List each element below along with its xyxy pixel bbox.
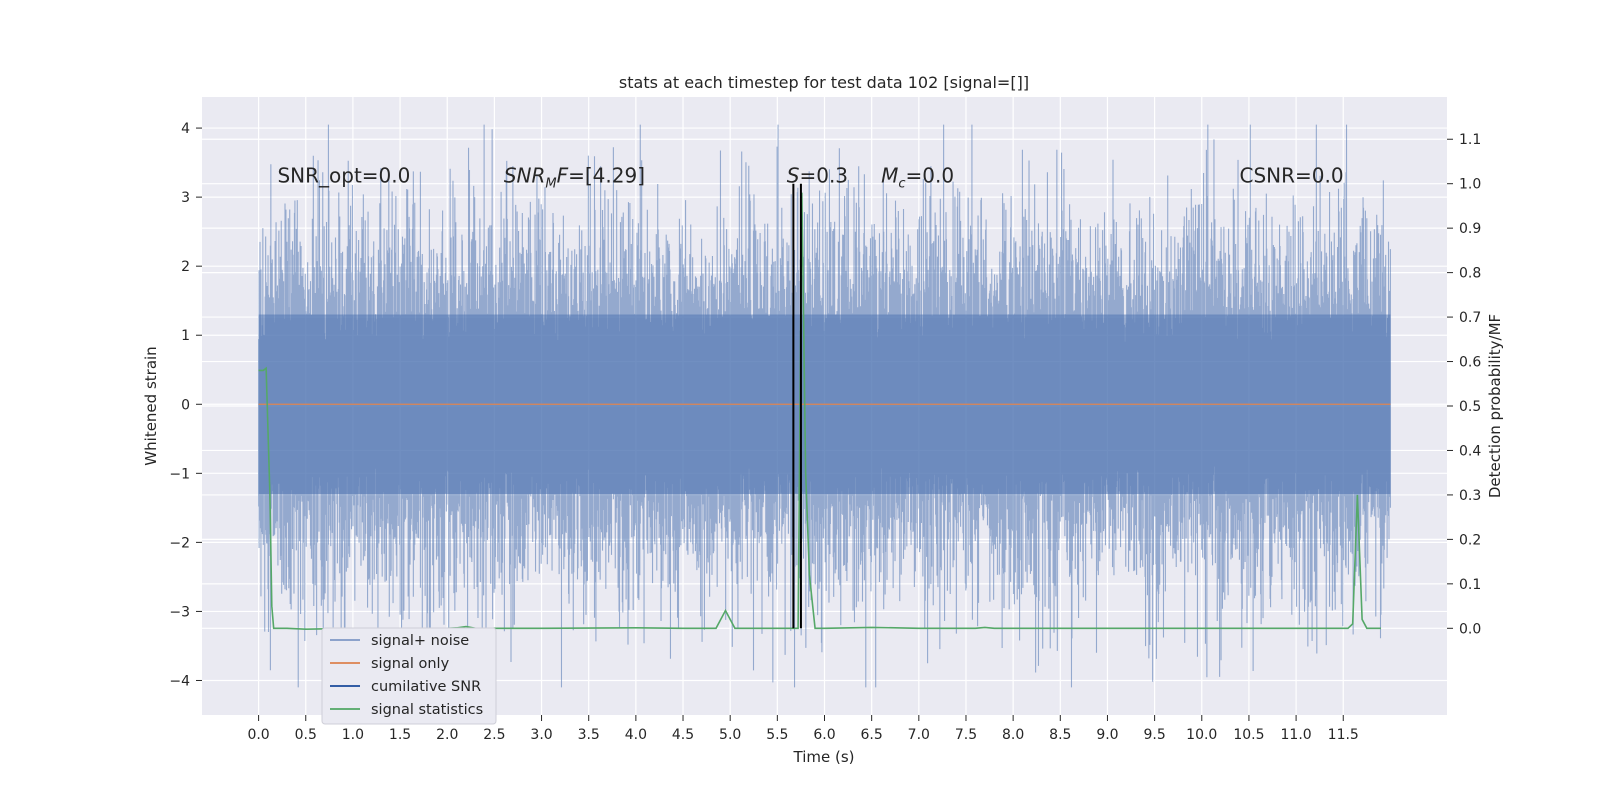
x-tick-label: 5.0	[719, 727, 741, 743]
legend-label: signal+ noise	[371, 633, 469, 649]
annotation-value: =0.0	[906, 164, 955, 188]
y-right-tick-label: 0.2	[1459, 532, 1481, 548]
annotation-value: =0.3	[799, 164, 848, 188]
x-tick-label: 8.0	[1002, 727, 1024, 743]
x-tick-label: 5.5	[766, 727, 788, 743]
y-left-tick-label: 4	[181, 121, 190, 137]
x-tick-label: 1.5	[389, 727, 411, 743]
y-right-tick-label: 0.9	[1459, 221, 1481, 237]
annotation-subscript: c	[898, 177, 905, 192]
x-tick-label: 10.5	[1233, 727, 1264, 743]
y-right-axis-ticks: 0.0 0.1 0.2 0.3 0.4 0.5 0.6 0.7 0.8 0.9 1.0 1.1	[1447, 132, 1481, 637]
x-tick-label: 2.0	[436, 727, 458, 743]
y-left-tick-label: −4	[169, 673, 190, 689]
y-right-tick-label: 0.6	[1459, 355, 1481, 371]
x-tick-label: 6.0	[813, 727, 835, 743]
x-tick-label: 9.0	[1096, 727, 1118, 743]
legend-box	[321, 627, 497, 725]
legend-label: cumilative SNR	[371, 679, 481, 695]
x-tick-label: 3.0	[530, 727, 552, 743]
y-right-tick-label: 0.4	[1459, 443, 1481, 459]
x-tick-label: 0.0	[247, 727, 269, 743]
annotation-value: =[4.29]	[568, 164, 645, 188]
y-right-tick-label: 1.1	[1459, 132, 1481, 148]
chart-title: stats at each timestep for test data 102…	[619, 73, 1029, 92]
annotation-symbol: SNR	[504, 164, 546, 188]
annotation-m-c: Mc=0.0	[881, 164, 954, 192]
y-right-axis-label: Detection probability/MF	[1486, 314, 1504, 498]
x-axis-ticks: 0.0 0.5 1.0 1.5 2.0 2.5 3.0 3.5 4.0 4.5 5.0 5.5 6.0 6…	[247, 715, 1359, 743]
vertical-markers	[792, 183, 802, 629]
y-left-tick-label: −2	[169, 535, 190, 551]
y-right-tick-label: 0.5	[1459, 399, 1481, 415]
y-left-axis-label: Whitened strain	[142, 346, 160, 465]
series-line-signal-statistics	[258, 192, 1381, 630]
x-tick-label: 2.5	[483, 727, 505, 743]
y-right-tick-label: 0.1	[1459, 577, 1481, 593]
x-tick-label: 11.5	[1328, 727, 1359, 743]
x-tick-label: 3.5	[578, 727, 600, 743]
x-tick-label: 6.5	[861, 727, 883, 743]
x-tick-label: 4.0	[625, 727, 647, 743]
annotations: SNR_opt=0.0 SNRMF=[4.29] S=0.3 Mc=0.0 CSNR=0…	[277, 164, 1343, 192]
y-left-tick-label: 0	[181, 397, 190, 413]
x-tick-label: 10.0	[1186, 727, 1217, 743]
x-tick-label: 8.5	[1049, 727, 1071, 743]
y-left-axis-ticks: −4 −3 −2 −1 0 1 2 3 4	[169, 121, 202, 689]
y-right-tick-label: 0.3	[1459, 488, 1481, 504]
x-tick-label: 9.5	[1143, 727, 1165, 743]
y-left-tick-label: 1	[181, 328, 190, 344]
y-left-tick-label: 3	[181, 190, 190, 206]
annotation-symbol: M	[881, 164, 898, 188]
annotation-csnr: CSNR=0.0	[1240, 164, 1344, 188]
line-series-layer	[258, 192, 1391, 630]
y-right-tick-label: 0.8	[1459, 266, 1481, 282]
y-right-tick-label: 1.0	[1459, 177, 1481, 193]
x-tick-label: 11.0	[1281, 727, 1312, 743]
legend: signal+ noise signal only cumilative SNR si…	[321, 627, 497, 725]
annotation-symbol: S	[787, 164, 800, 188]
y-left-tick-label: 2	[181, 259, 190, 275]
annotation-s-stat: S=0.3	[787, 164, 848, 188]
y-right-tick-label: 0.7	[1459, 310, 1481, 326]
annotation-snr-mf: SNRMF=[4.29]	[504, 164, 645, 192]
x-tick-label: 4.5	[672, 727, 694, 743]
annotation-snr-opt: SNR_opt=0.0	[277, 164, 410, 188]
y-left-tick-label: −1	[169, 466, 190, 482]
y-left-tick-label: −3	[169, 604, 190, 620]
x-tick-label: 7.0	[908, 727, 930, 743]
x-tick-label: 1.0	[342, 727, 364, 743]
x-axis-label: Time (s)	[793, 748, 855, 766]
y-right-tick-label: 0.0	[1459, 621, 1481, 637]
x-tick-label: 7.5	[955, 727, 977, 743]
annotation-subscript: M	[545, 177, 556, 192]
annotation-symbol-tail: F	[557, 164, 569, 188]
noise-trace	[258, 124, 1391, 688]
x-tick-label: 0.5	[295, 727, 317, 743]
legend-label: signal statistics	[371, 702, 483, 718]
legend-label: signal only	[371, 656, 450, 672]
